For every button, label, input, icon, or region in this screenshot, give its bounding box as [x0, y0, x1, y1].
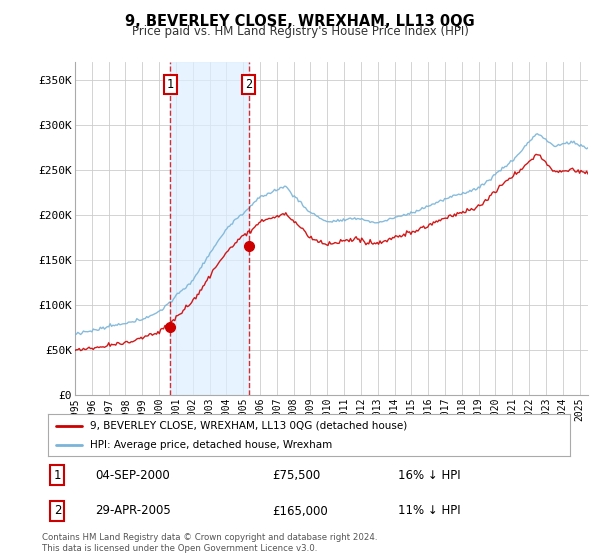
Text: £75,500: £75,500: [272, 469, 321, 482]
Text: 29-APR-2005: 29-APR-2005: [95, 505, 171, 517]
Text: 9, BEVERLEY CLOSE, WREXHAM, LL13 0QG (detached house): 9, BEVERLEY CLOSE, WREXHAM, LL13 0QG (de…: [90, 421, 407, 431]
Text: 2: 2: [245, 78, 253, 91]
Text: 9, BEVERLEY CLOSE, WREXHAM, LL13 0QG: 9, BEVERLEY CLOSE, WREXHAM, LL13 0QG: [125, 14, 475, 29]
Text: 1: 1: [167, 78, 174, 91]
Text: 1: 1: [53, 469, 61, 482]
Text: 2: 2: [53, 505, 61, 517]
Text: HPI: Average price, detached house, Wrexham: HPI: Average price, detached house, Wrex…: [90, 440, 332, 450]
Text: Price paid vs. HM Land Registry's House Price Index (HPI): Price paid vs. HM Land Registry's House …: [131, 25, 469, 38]
Text: 04-SEP-2000: 04-SEP-2000: [95, 469, 170, 482]
Text: 11% ↓ HPI: 11% ↓ HPI: [398, 505, 460, 517]
Text: £165,000: £165,000: [272, 505, 328, 517]
Text: 16% ↓ HPI: 16% ↓ HPI: [398, 469, 460, 482]
Bar: [170, 62, 249, 395]
Text: Contains HM Land Registry data © Crown copyright and database right 2024.
This d: Contains HM Land Registry data © Crown c…: [42, 533, 377, 553]
